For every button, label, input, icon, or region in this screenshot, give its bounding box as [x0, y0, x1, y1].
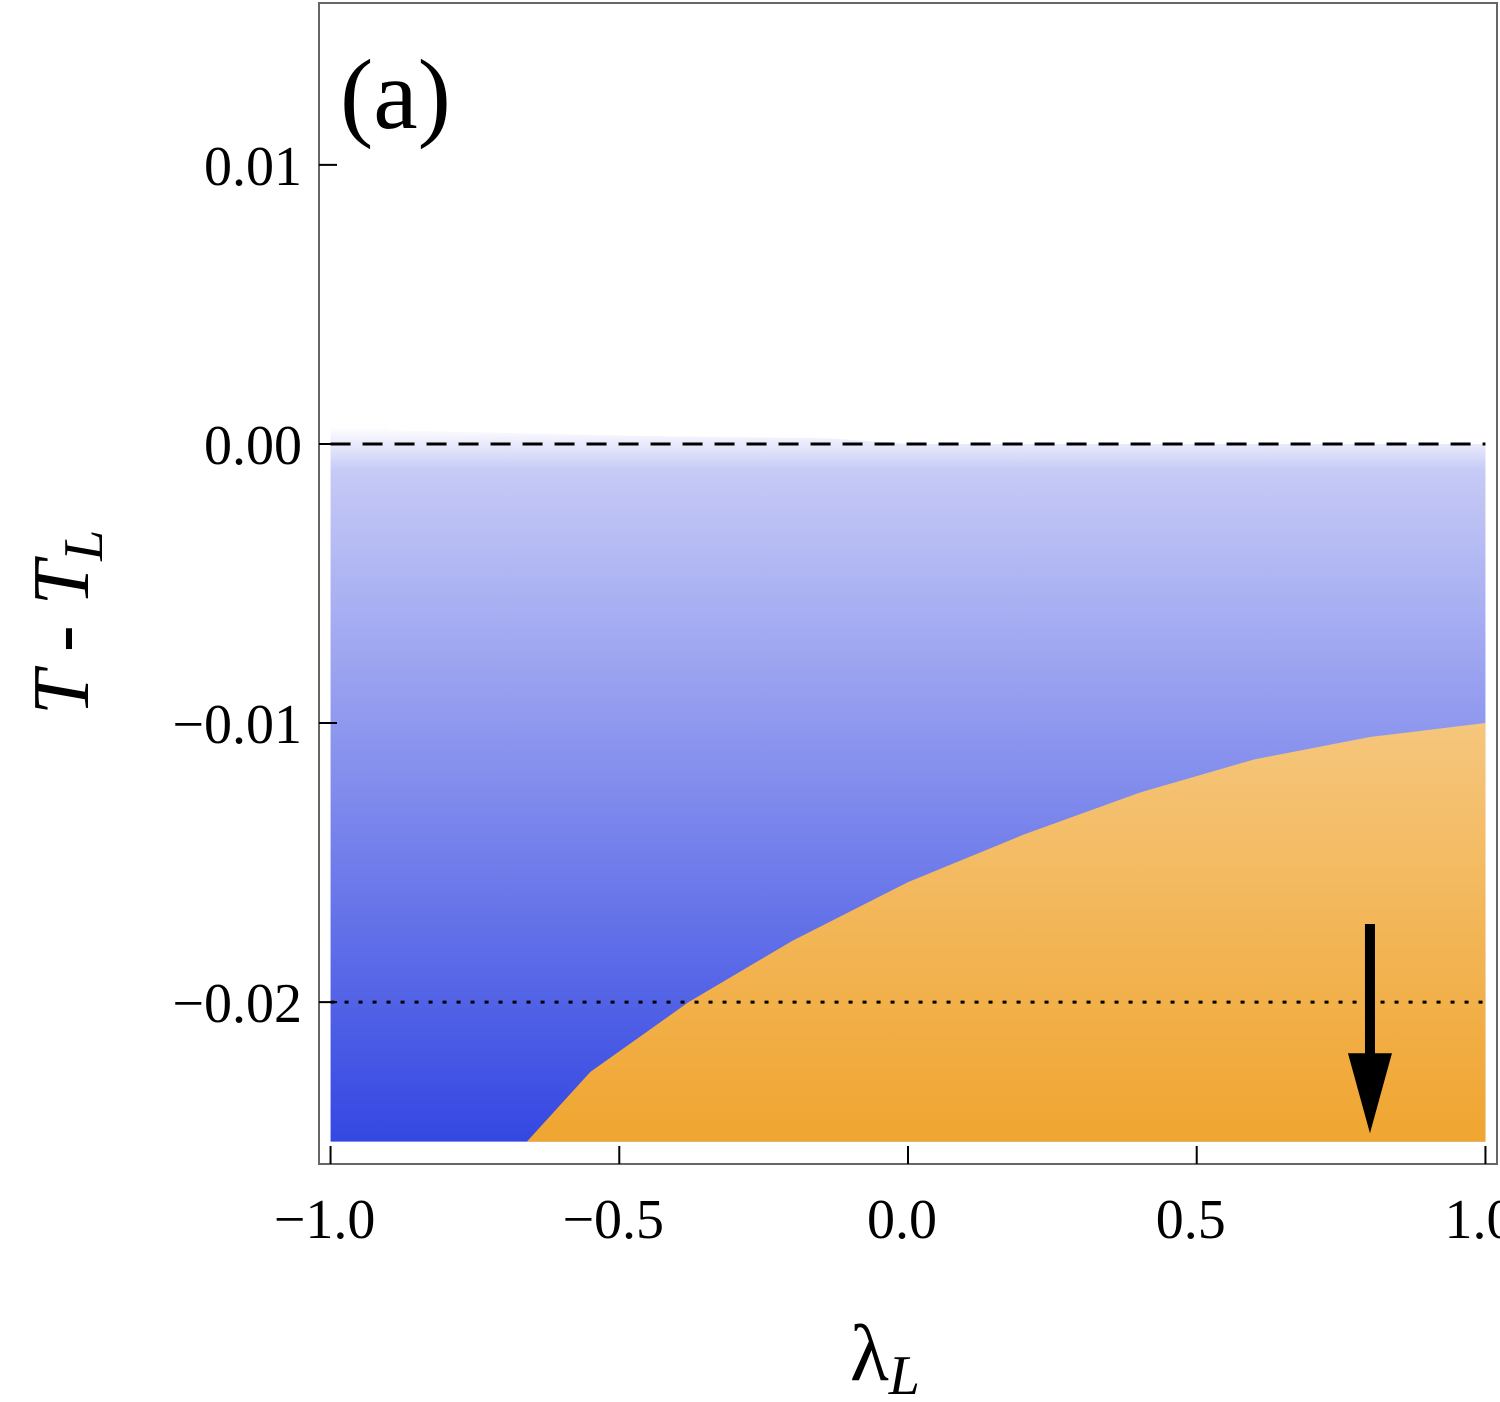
y-axis-label: T - TL [18, 530, 115, 715]
x-tick-label-3: 0.5 [1156, 1189, 1226, 1251]
x-tick-label-1: −0.5 [562, 1189, 664, 1251]
x-tick-label-0: −1.0 [274, 1189, 376, 1251]
y-tick-label-3: −0.02 [172, 973, 302, 1035]
y-tick-label-0: 0.01 [204, 136, 302, 198]
x-axis-subscript: L [888, 1345, 920, 1402]
y-axis-main: T - T [18, 555, 106, 715]
x-axis-symbol: λ [850, 1310, 889, 1398]
arrow-head [1347, 1053, 1392, 1134]
y-axis-subscript: L [53, 530, 115, 562]
y-tick-label-2: −0.01 [172, 694, 302, 756]
orange-region [526, 723, 1486, 1142]
x-tick-label-2: 0.0 [867, 1189, 937, 1251]
panel-label: (a) [340, 39, 451, 150]
x-axis-label: λL [850, 1310, 920, 1402]
x-tick-label-4: 1.0 [1444, 1189, 1500, 1251]
y-tick-label-1: 0.00 [204, 415, 302, 477]
